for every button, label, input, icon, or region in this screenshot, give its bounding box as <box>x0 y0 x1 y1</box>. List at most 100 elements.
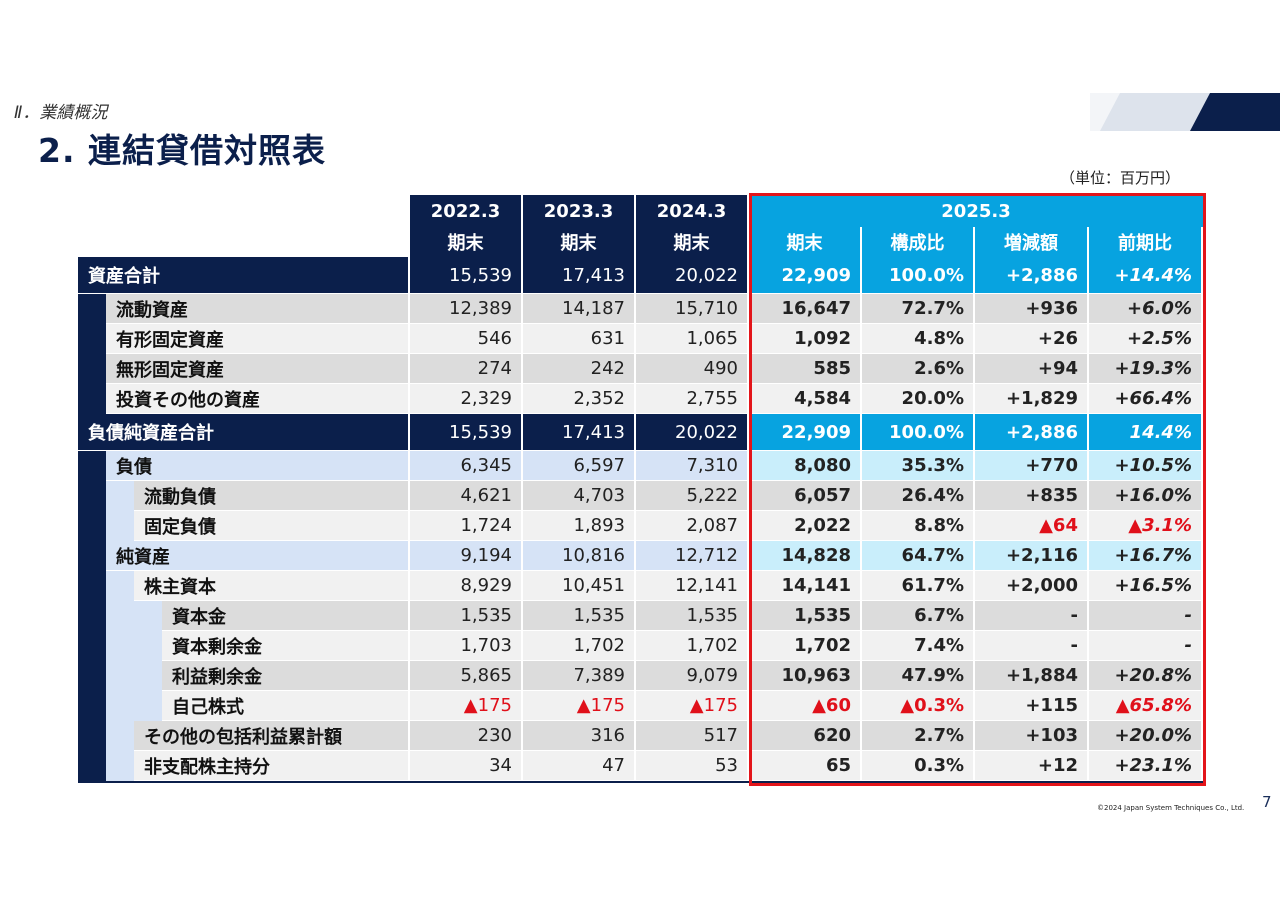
table-cell: 5,865 <box>410 661 521 690</box>
indent-block <box>106 631 134 661</box>
indent-block <box>106 571 134 601</box>
table-cell: ▲175 <box>410 691 521 720</box>
table-cell: 4,703 <box>523 481 634 510</box>
column-header-year: 2024.3 <box>636 195 747 227</box>
table-cell: 7,389 <box>523 661 634 690</box>
table-cell: 2,755 <box>636 384 747 413</box>
table-cell: 65 <box>749 751 860 780</box>
table-cell: 2,022 <box>749 511 860 540</box>
table-cell: 47 <box>523 751 634 780</box>
table-cell: +19.3% <box>1089 354 1201 383</box>
table-cell: 64.7% <box>862 541 973 570</box>
table-cell: 72.7% <box>862 294 973 323</box>
row-label: 自己株式 <box>162 691 408 720</box>
table-cell: ▲0.3% <box>862 691 973 720</box>
table-cell: +2.5% <box>1089 324 1201 353</box>
table-cell: 10,451 <box>523 571 634 600</box>
table-cell: +835 <box>975 481 1087 510</box>
table-cell: 61.7% <box>862 571 973 600</box>
table-cell: 17,413 <box>523 414 634 450</box>
table-cell: - <box>1089 601 1201 630</box>
table-cell: 100.0% <box>862 257 973 293</box>
table-cell: 15,710 <box>636 294 747 323</box>
table-cell: 1,535 <box>636 601 747 630</box>
table-cell: 10,816 <box>523 541 634 570</box>
current-period-highlight <box>749 193 1206 786</box>
table-cell: 631 <box>523 324 634 353</box>
table-cell: 20,022 <box>636 414 747 450</box>
table-cell: +26 <box>975 324 1087 353</box>
table-cell: +20.8% <box>1089 661 1201 690</box>
table-cell: 12,389 <box>410 294 521 323</box>
table-cell: +103 <box>975 721 1087 750</box>
table-cell: 4,584 <box>749 384 860 413</box>
copyright: ©2024 Japan System Techniques Co., Ltd. <box>1097 804 1245 812</box>
table-cell: 35.3% <box>862 451 973 480</box>
table-cell: 16,647 <box>749 294 860 323</box>
table-cell: +770 <box>975 451 1087 480</box>
corner-decoration <box>1090 93 1280 131</box>
table-cell: 1,092 <box>749 324 860 353</box>
row-label: 負債純資産合計 <box>78 414 408 450</box>
table-cell: 620 <box>749 721 860 750</box>
table-cell: 230 <box>410 721 521 750</box>
page-number: 7 <box>1262 793 1272 811</box>
table-cell: 22,909 <box>749 414 860 450</box>
table-cell: 10,963 <box>749 661 860 690</box>
table-cell: 1,065 <box>636 324 747 353</box>
row-label: 非支配株主持分 <box>134 751 408 780</box>
indent-block <box>134 631 162 661</box>
row-label: 利益剰余金 <box>162 661 408 690</box>
table-cell: 4,621 <box>410 481 521 510</box>
table-cell: 6,345 <box>410 451 521 480</box>
table-cell: - <box>975 631 1087 660</box>
table-cell: 22,909 <box>749 257 860 293</box>
table-cell: ▲65.8% <box>1089 691 1201 720</box>
table-cell: 8,929 <box>410 571 521 600</box>
table-cell: 53 <box>636 751 747 780</box>
table-cell: 4.8% <box>862 324 973 353</box>
column-header-sub: 期末 <box>410 227 521 257</box>
row-label: 固定負債 <box>134 511 408 540</box>
table-cell: 2,352 <box>523 384 634 413</box>
table-cell: 14,828 <box>749 541 860 570</box>
table-cell: 1,702 <box>749 631 860 660</box>
row-label: 資産合計 <box>78 257 408 293</box>
table-cell: ▲3.1% <box>1089 511 1201 540</box>
table-cell: +1,829 <box>975 384 1087 413</box>
page-title: 2. 連結貸借対照表 <box>38 131 326 170</box>
row-label: その他の包括利益累計額 <box>134 721 408 750</box>
table-cell: 7,310 <box>636 451 747 480</box>
table-cell: 9,194 <box>410 541 521 570</box>
table-cell: +2,886 <box>975 257 1087 293</box>
table-cell: +66.4% <box>1089 384 1201 413</box>
indent-block <box>106 691 134 721</box>
row-label: 資本金 <box>162 601 408 630</box>
table-cell: 274 <box>410 354 521 383</box>
column-header-sub: 期末 <box>523 227 634 257</box>
indent-block <box>134 661 162 691</box>
table-cell: ▲60 <box>749 691 860 720</box>
column-header-current-sub: 構成比 <box>862 227 973 257</box>
table-cell: 8.8% <box>862 511 973 540</box>
indent-block <box>106 751 134 781</box>
table-cell: 2,329 <box>410 384 521 413</box>
column-header-current-year: 2025.3 <box>749 195 1203 227</box>
table-cell: +16.7% <box>1089 541 1201 570</box>
table-cell: +94 <box>975 354 1087 383</box>
column-header-current-sub: 前期比 <box>1089 227 1201 257</box>
table-cell: 15,539 <box>410 257 521 293</box>
table-cell: 0.3% <box>862 751 973 780</box>
table-cell: 242 <box>523 354 634 383</box>
indent-block <box>134 601 162 631</box>
table-cell: +10.5% <box>1089 451 1201 480</box>
table-cell: +20.0% <box>1089 721 1201 750</box>
column-header-sub: 期末 <box>636 227 747 257</box>
column-header-current-sub: 期末 <box>749 227 860 257</box>
table-cell: 546 <box>410 324 521 353</box>
indent-block <box>134 691 162 721</box>
indent-block <box>106 511 134 541</box>
table-cell: 585 <box>749 354 860 383</box>
table-cell: 517 <box>636 721 747 750</box>
row-label: 流動負債 <box>134 481 408 510</box>
